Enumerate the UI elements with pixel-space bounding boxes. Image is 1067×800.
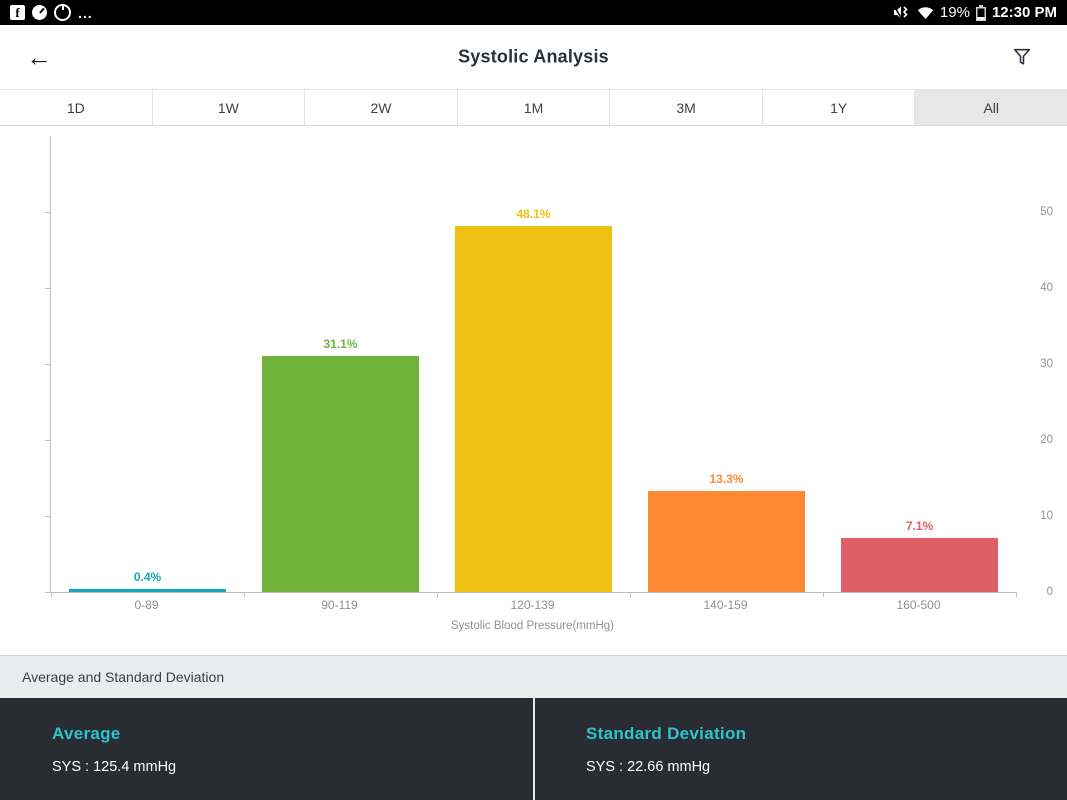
x-category-label: 120-139	[510, 598, 555, 612]
tab-1y[interactable]: 1Y	[762, 90, 916, 125]
x-axis-tick	[51, 592, 52, 597]
y-axis-label: 0	[1046, 586, 1053, 598]
bar-value-label: 13.3%	[709, 471, 744, 486]
average-value: SYS : 125.4 mmHg	[52, 759, 177, 775]
tab-3m[interactable]: 3M	[610, 90, 763, 125]
status-bar-left: f ...	[10, 4, 93, 21]
x-category-label: 160-500	[896, 598, 941, 612]
bar-140-159[interactable]	[648, 490, 805, 592]
x-axis-tick	[823, 592, 824, 597]
volume-mute-vibrate-icon	[893, 5, 911, 20]
bar-value-label: 31.1%	[323, 336, 358, 351]
x-axis-title: Systolic Blood Pressure(mmHg)	[451, 620, 614, 632]
y-axis-label: 30	[1040, 358, 1053, 370]
std-dev-title: Standard Deviation	[586, 724, 747, 743]
average-panel: Average SYS : 125.4 mmHg	[0, 698, 533, 800]
status-bar: f ... 19%	[0, 0, 1067, 25]
tab-all[interactable]: All	[915, 90, 1067, 125]
summary-section-title: Average and Standard Deviation	[22, 669, 225, 685]
footer-divider	[533, 698, 535, 800]
tab-1m[interactable]: 1M	[457, 90, 611, 125]
std-dev-value: SYS : 22.66 mmHg	[586, 759, 711, 775]
x-category-label: 90-119	[321, 598, 358, 612]
x-axis-tick	[630, 592, 631, 597]
y-axis-tick	[45, 440, 50, 441]
plot-area: 0.4% 31.1% 48.1% 13.3% 7.1%	[45, 136, 1017, 597]
gauge-icon	[32, 5, 47, 20]
app-header: ← Systolic Analysis	[0, 25, 1067, 89]
y-axis-label: 10	[1040, 510, 1053, 522]
wifi-icon	[917, 6, 934, 20]
time-range-tabs: 1D 1W 2W 1M 3M 1Y All	[0, 89, 1067, 126]
std-dev-panel: Standard Deviation SYS : 22.66 mmHg	[535, 698, 1067, 800]
tab-2w[interactable]: 2W	[305, 90, 458, 125]
bar-120-139[interactable]	[455, 226, 612, 592]
y-axis-label: 40	[1040, 282, 1053, 294]
y-axis-label: 50	[1040, 206, 1053, 218]
y-axis-tick	[45, 516, 50, 517]
y-axis-label: 20	[1040, 434, 1053, 446]
facebook-icon: f	[10, 5, 25, 20]
battery-percent: 19%	[939, 4, 970, 21]
summary-footer: Average SYS : 125.4 mmHg Standard Deviat…	[0, 698, 1067, 800]
bar-90-119[interactable]	[262, 355, 419, 592]
y-axis-tick	[45, 212, 50, 213]
y-axis-tick	[45, 288, 50, 289]
back-icon[interactable]: ←	[26, 42, 52, 72]
page-title: Systolic Analysis	[458, 46, 609, 67]
bar-0-89[interactable]	[69, 588, 226, 592]
battery-icon	[975, 4, 986, 21]
more-notifications-icon: ...	[78, 4, 93, 21]
filter-icon[interactable]	[1011, 46, 1033, 68]
clock-time: 12:30 PM	[991, 4, 1057, 21]
average-title: Average	[52, 724, 121, 743]
summary-section-header: Average and Standard Deviation	[0, 655, 1067, 698]
bar-value-label: 7.1%	[905, 519, 934, 534]
power-icon	[54, 4, 71, 21]
x-axis-labels: 0-89 90-119 120-139 140-159 160-500	[50, 598, 1015, 612]
tab-1w[interactable]: 1W	[152, 90, 306, 125]
bar-value-label: 48.1%	[516, 207, 551, 222]
x-category-label: 0-89	[134, 598, 159, 612]
y-axis-tick	[45, 592, 50, 593]
x-axis-tick	[244, 592, 245, 597]
y-axis-tick	[45, 364, 50, 365]
tab-1d[interactable]: 1D	[0, 90, 153, 125]
bar-value-label: 0.4%	[133, 569, 162, 584]
status-bar-right: 19% 12:30 PM	[893, 4, 1057, 21]
x-axis-tick	[437, 592, 438, 597]
chart-section: 0.4% 31.1% 48.1% 13.3% 7.1% 0-89 90-119 120-13…	[0, 126, 1067, 655]
x-category-label: 140-159	[703, 598, 748, 612]
bar-160-500[interactable]	[841, 538, 998, 592]
x-axis-tick	[1016, 592, 1017, 597]
